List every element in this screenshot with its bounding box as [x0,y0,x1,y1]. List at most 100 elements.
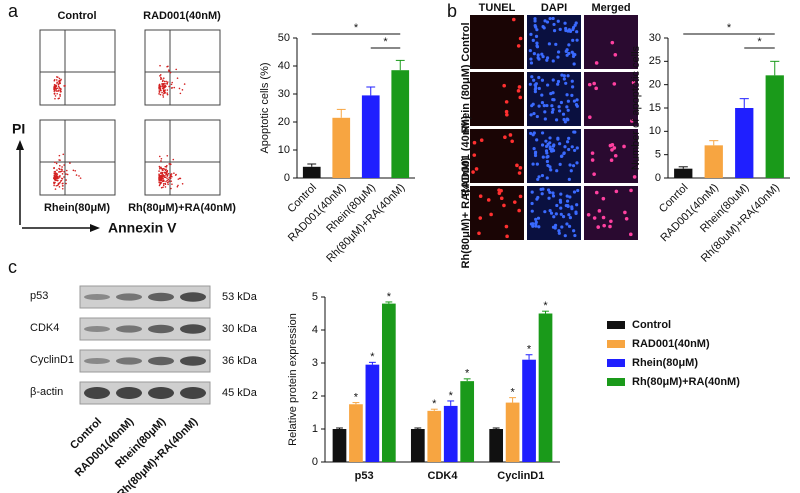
event-dot [57,183,60,185]
event-dot [166,175,169,177]
cell [533,19,537,23]
cell [531,102,535,106]
event-dot [168,176,171,179]
event-dot [54,188,57,190]
cell [610,148,614,152]
legend-label: Rhein(80μM) [632,357,698,369]
bar [489,429,504,462]
event-dot [58,97,60,100]
event-dot [173,172,175,174]
cell [569,169,573,173]
significance: * [757,36,762,48]
cell [558,142,562,146]
cell [537,175,541,179]
cell [567,213,571,217]
cell [572,229,576,233]
event-dot [165,180,167,183]
cell [550,147,555,152]
micrograph [584,186,638,240]
event-dot [160,76,162,79]
cell [548,165,552,169]
cell [565,140,570,144]
cell [552,215,556,219]
bar [332,429,347,462]
event-dot [56,81,58,84]
panel-label: b [447,1,457,21]
event-dot [163,175,165,178]
cell [546,142,550,146]
event-dot [60,78,62,81]
band-label: β-actin [30,386,63,398]
significance: * [449,390,454,402]
bar [349,404,363,462]
cell [540,192,544,196]
event-dot [171,183,173,185]
cell [540,52,544,56]
event-dot [183,83,186,85]
significance: * [383,36,388,48]
cell [510,139,514,144]
cell [535,138,539,142]
panel-label: a [8,1,19,21]
event-dot [169,71,172,74]
event-dot [53,78,56,81]
cell [529,113,533,117]
event-dot [172,158,175,161]
event-dot [158,181,160,184]
event-dot [63,176,65,178]
cell [516,89,521,93]
cell [515,163,519,168]
cell [533,17,537,21]
band-label: CDK4 [30,322,59,334]
event-dot [164,165,167,168]
cell [529,32,533,36]
event-dot [58,89,60,91]
cell [575,203,579,207]
event-dot [55,79,58,81]
cell [571,38,575,42]
cell [535,28,539,32]
event-dot [66,169,68,172]
event-dot [159,93,162,96]
cell [545,58,549,62]
y-tick-label: 1 [312,423,318,435]
event-dot [162,88,165,90]
cell [529,131,533,136]
cell [543,210,547,214]
cell [575,146,579,150]
cell [545,155,549,159]
x-tick-label: CyclinD1 [497,470,544,482]
cell [575,104,579,108]
legend-swatch [607,378,625,386]
event-dot [169,177,172,180]
event-dot [158,90,161,92]
y-tick-label: 2 [312,390,318,402]
cell [575,98,579,102]
cell [572,99,577,103]
event-dot [56,179,59,182]
cell [592,81,596,86]
y-tick-label: 5 [655,149,661,161]
band [116,325,142,333]
cell [560,225,564,229]
bar [505,402,520,462]
cell [550,104,554,108]
cell [609,158,614,163]
event-dot [59,95,61,97]
event-dot [59,93,61,96]
cell [594,86,598,91]
band [116,387,142,399]
event-dot [63,85,65,87]
bar [302,166,321,178]
x-tick-label: p53 [355,470,374,482]
cell [590,158,595,162]
cell [557,229,561,233]
cell [559,212,563,216]
bar [365,364,380,462]
event-dot [167,178,170,181]
y-axis-label: Relative protein expression [287,313,299,446]
event-dot [63,170,65,173]
band [180,292,206,302]
event-dot [56,177,58,180]
cell [565,48,569,52]
